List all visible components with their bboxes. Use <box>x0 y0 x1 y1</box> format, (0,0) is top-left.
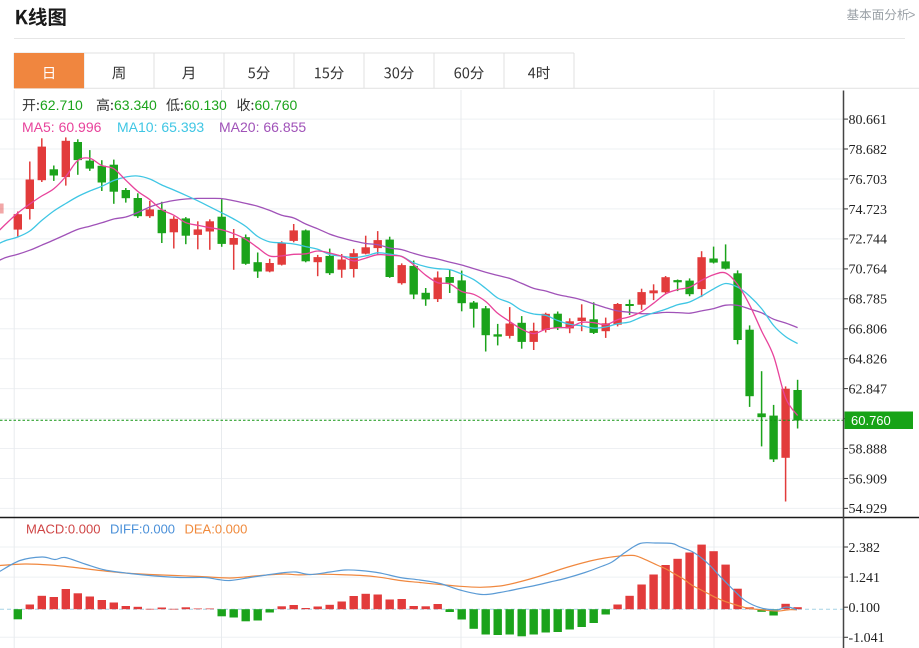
svg-text:72.744: 72.744 <box>849 233 888 248</box>
svg-text:66.806: 66.806 <box>849 323 888 338</box>
svg-text:60.130: 60.130 <box>184 97 227 113</box>
svg-text:80.661: 80.661 <box>849 113 888 128</box>
svg-text:62.847: 62.847 <box>849 382 888 397</box>
svg-text:60.760: 60.760 <box>255 97 298 113</box>
svg-text:MA20: 66.855: MA20: 66.855 <box>219 119 306 135</box>
svg-text:60.760: 60.760 <box>851 413 891 428</box>
svg-text:2.382: 2.382 <box>849 541 881 556</box>
svg-text:68.785: 68.785 <box>849 293 888 308</box>
svg-text:54.929: 54.929 <box>849 502 888 517</box>
svg-text:-1.041: -1.041 <box>849 631 885 646</box>
svg-text:MA5: 60.996: MA5: 60.996 <box>22 119 102 135</box>
svg-text:DIFF:0.000: DIFF:0.000 <box>110 521 175 536</box>
svg-text:>: > <box>908 8 915 22</box>
svg-text:74.723: 74.723 <box>849 203 888 218</box>
svg-text:0.100: 0.100 <box>849 601 881 616</box>
svg-text:58.888: 58.888 <box>849 442 888 457</box>
svg-text:DEA:0.000: DEA:0.000 <box>185 521 248 536</box>
svg-text:64.826: 64.826 <box>849 353 888 368</box>
svg-text:MA10: 65.393: MA10: 65.393 <box>117 119 204 135</box>
svg-text:1.241: 1.241 <box>849 571 881 586</box>
svg-text:56.909: 56.909 <box>849 472 888 487</box>
svg-text:76.703: 76.703 <box>849 173 888 188</box>
svg-text:62.710: 62.710 <box>40 97 83 113</box>
svg-text:70.764: 70.764 <box>849 263 888 278</box>
svg-text:63.340: 63.340 <box>114 97 157 113</box>
svg-text:78.682: 78.682 <box>849 143 888 158</box>
svg-text:MACD:0.000: MACD:0.000 <box>26 521 100 536</box>
